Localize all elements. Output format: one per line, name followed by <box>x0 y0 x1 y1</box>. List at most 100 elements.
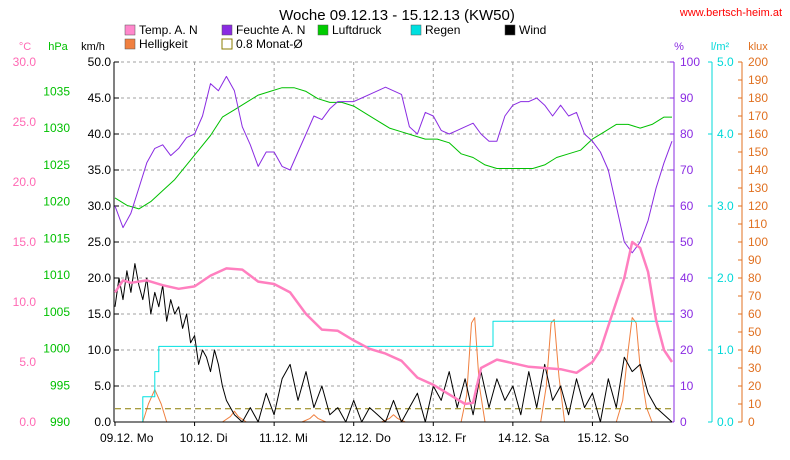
series-temp-a-n <box>113 240 674 406</box>
tick-label: 1025 <box>43 158 70 172</box>
legend-swatch <box>221 38 233 50</box>
tick-label: 40.0 <box>88 127 112 141</box>
tick-label: 1015 <box>43 231 70 245</box>
tick-label: 190 <box>748 73 768 87</box>
tick-label: 170 <box>748 109 768 123</box>
tick-label: 50 <box>680 235 694 249</box>
legend-item-0-8-monat: 0.8 Monat-Ø <box>221 37 303 51</box>
tick-label: 5.0 <box>717 55 734 69</box>
tick-label: 10 <box>680 379 694 393</box>
tick-label: 1010 <box>43 268 70 282</box>
x-tick-label: 09.12. Mo <box>100 431 154 445</box>
legend-label: Wind <box>519 23 546 37</box>
tick-label: 80 <box>748 271 762 285</box>
tick-label: 40 <box>680 271 694 285</box>
tick-label: 30.0 <box>13 55 37 69</box>
axis-pressure: hPa 990 995 1000 1005 1010 1015 1020 1025 1030 103… <box>43 41 70 429</box>
tick-label: 995 <box>50 378 70 392</box>
legend-label: Feuchte A. N <box>236 23 305 37</box>
tick-label: 20.0 <box>13 175 37 189</box>
tick-label: 1005 <box>43 305 70 319</box>
legend-item-temp-a-n: Temp. A. N <box>124 23 198 37</box>
tick-label: 140 <box>748 163 768 177</box>
tick-label: 70 <box>680 163 694 177</box>
plot-area <box>113 75 674 423</box>
tick-label: 15.0 <box>13 235 37 249</box>
axis-unit: hPa <box>48 41 68 53</box>
legend-label: Luftdruck <box>332 23 382 37</box>
tick-label: 5.0 <box>19 355 36 369</box>
legend-label: 0.8 Monat-Ø <box>236 37 303 51</box>
legend-label: Regen <box>425 23 460 37</box>
tick-label: 35.0 <box>88 163 112 177</box>
series-luftdruck <box>114 87 672 210</box>
x-tick-label: 12.12. Do <box>339 431 391 445</box>
tick-label: 150 <box>748 145 768 159</box>
legend-swatch <box>124 38 136 50</box>
tick-label: 30 <box>748 361 762 375</box>
tick-label: 990 <box>50 415 70 429</box>
series-wind <box>114 263 673 423</box>
tick-label: 20 <box>680 343 694 357</box>
tick-label: 10 <box>748 397 762 411</box>
x-tick-label: 10.12. Di <box>180 431 228 445</box>
axis-rain: l/m² 0.0 1.0 2.0 3.0 4.0 5.0 <box>708 41 734 429</box>
tick-label: 15.0 <box>88 307 112 321</box>
legend-label: Helligkeit <box>139 37 188 51</box>
tick-label: 60 <box>680 199 694 213</box>
source-label: www.bertsch-heim.at <box>679 7 782 19</box>
tick-label: 25.0 <box>88 235 112 249</box>
tick-label: 25.0 <box>13 115 37 129</box>
tick-label: 90 <box>680 91 694 105</box>
tick-label: 0.0 <box>94 415 111 429</box>
legend-swatch <box>124 24 136 36</box>
axis-unit: l/m² <box>711 41 730 53</box>
axes: °C0.05.010.015.020.025.030.0hPa990995100… <box>13 41 769 429</box>
legend-item-feuchte-a-n: Feuchte A. N <box>221 23 305 37</box>
tick-label: 4.0 <box>717 127 734 141</box>
tick-label: 1035 <box>43 84 70 98</box>
tick-label: 1020 <box>43 195 70 209</box>
axis-temp: °C 0.0 5.0 10.0 15.0 20.0 25.0 30.0 <box>13 41 37 429</box>
tick-label: 0 <box>748 415 755 429</box>
legend-swatch <box>410 24 422 36</box>
legend-label: Temp. A. N <box>139 23 198 37</box>
tick-label: 110 <box>748 217 767 231</box>
x-tick-label: 15.12. So <box>577 431 629 445</box>
tick-label: 0 <box>680 415 687 429</box>
tick-label: 10.0 <box>13 295 37 309</box>
legend-item-regen: Regen <box>410 23 460 37</box>
axis-light: klux 0 10 20 30 40 50 60 70 80 90 100 110 120 130 140 15… <box>738 41 768 429</box>
x-tick-label: 13.12. Fr <box>418 431 466 445</box>
tick-label: 0.0 <box>19 415 36 429</box>
axis-unit: °C <box>19 41 31 53</box>
tick-label: 2.0 <box>717 271 734 285</box>
tick-label: 180 <box>748 91 768 105</box>
tick-label: 30 <box>680 307 694 321</box>
x-tick-label: 11.12. Mi <box>259 431 307 445</box>
axis-unit: klux <box>748 41 768 53</box>
tick-label: 45.0 <box>88 91 112 105</box>
tick-label: 160 <box>748 127 768 141</box>
legend-swatch <box>504 24 516 36</box>
axis-wind: km/h 0.0 5.0 10.0 15.0 20.0 25.0 30.0 35.0 40.0 45… <box>81 41 119 429</box>
legend: Temp. A. N Feuchte A. N Luftdruck Regen Wind… <box>124 23 546 51</box>
tick-label: 0.0 <box>717 415 734 429</box>
tick-label: 100 <box>748 235 768 249</box>
axis-unit: % <box>674 41 684 53</box>
tick-label: 60 <box>748 307 762 321</box>
tick-label: 1.0 <box>717 343 734 357</box>
axis-unit: km/h <box>81 41 105 53</box>
tick-label: 50 <box>748 325 762 339</box>
legend-item-luftdruck: Luftdruck <box>317 23 382 37</box>
tick-label: 1030 <box>43 121 70 135</box>
chart-title: Woche 09.12.13 - 15.12.13 (KW50) <box>279 7 515 24</box>
tick-label: 1000 <box>43 342 70 356</box>
tick-label: 120 <box>748 199 768 213</box>
tick-label: 200 <box>748 55 768 69</box>
tick-label: 20 <box>748 379 762 393</box>
tick-label: 70 <box>748 289 762 303</box>
legend-swatch <box>221 24 233 36</box>
tick-label: 30.0 <box>88 199 112 213</box>
